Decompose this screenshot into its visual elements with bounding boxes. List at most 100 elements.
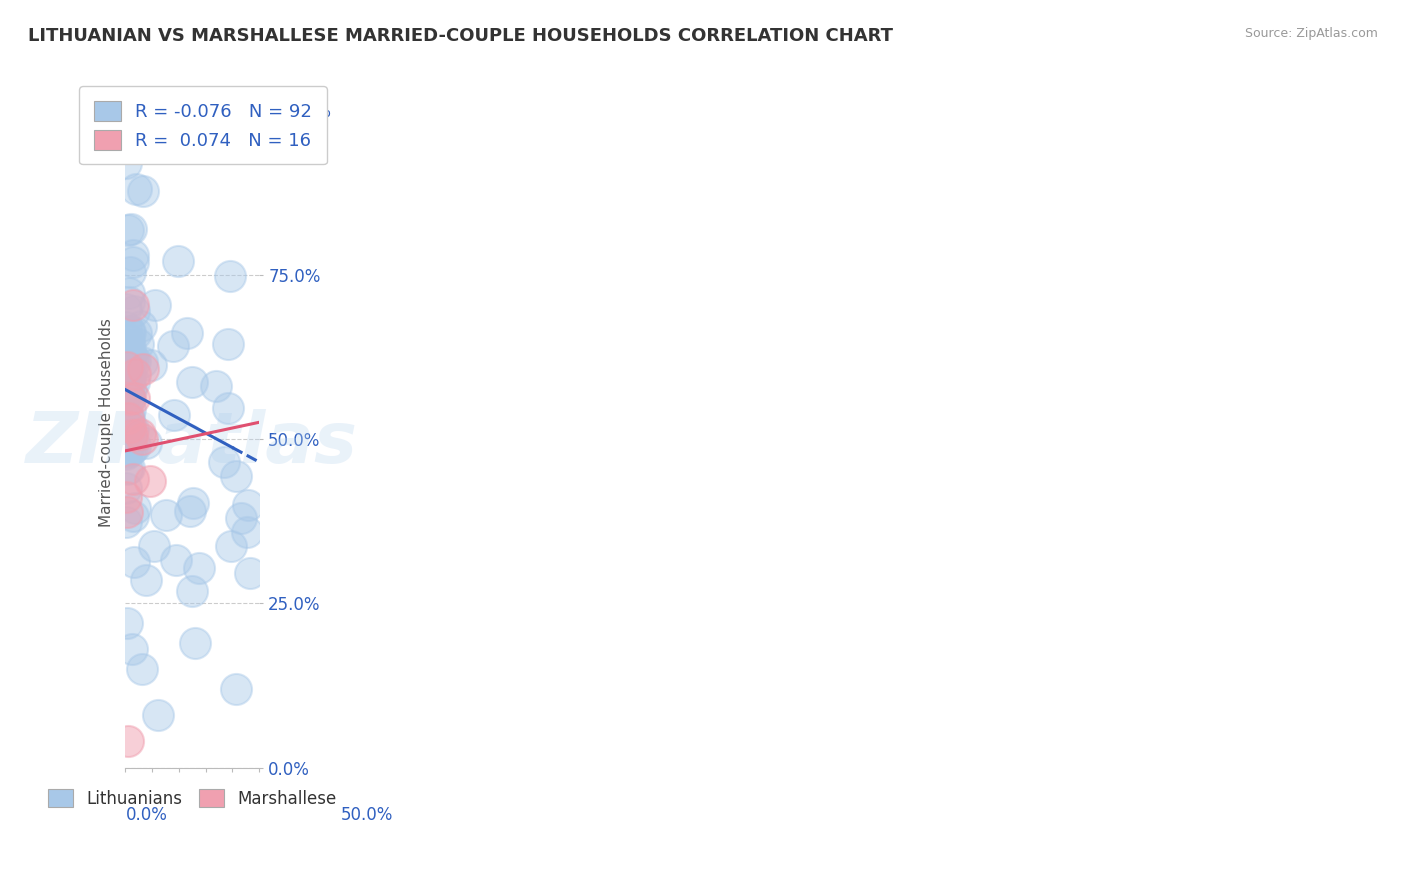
Point — [121, 642, 143, 657]
Point — [127, 336, 149, 351]
Point — [118, 333, 141, 347]
Point — [180, 375, 202, 389]
Point — [183, 636, 205, 650]
Point — [121, 442, 143, 457]
Point — [131, 355, 153, 369]
Point — [115, 616, 138, 631]
Point — [236, 524, 259, 539]
Point — [122, 391, 145, 405]
Point — [115, 436, 138, 450]
Point — [132, 184, 155, 198]
Point — [117, 286, 139, 301]
Point — [115, 337, 138, 351]
Point — [118, 426, 141, 441]
Point — [115, 156, 138, 170]
Text: 0.0%: 0.0% — [125, 805, 167, 823]
Point — [118, 443, 141, 458]
Point — [217, 337, 239, 351]
Legend: Lithuanians, Marshallese: Lithuanians, Marshallese — [41, 782, 343, 814]
Point — [117, 410, 139, 425]
Point — [122, 351, 145, 366]
Point — [120, 265, 142, 279]
Point — [217, 401, 239, 416]
Point — [187, 560, 209, 574]
Point — [118, 389, 141, 403]
Point — [139, 358, 162, 372]
Point — [165, 553, 187, 567]
Point — [118, 324, 141, 338]
Point — [118, 326, 141, 340]
Point — [239, 566, 262, 580]
Point — [122, 375, 145, 389]
Point — [117, 337, 139, 351]
Point — [120, 392, 142, 406]
Point — [118, 357, 141, 371]
Point — [124, 182, 146, 196]
Point — [131, 432, 153, 446]
Point — [124, 353, 146, 368]
Point — [205, 379, 228, 393]
Point — [181, 495, 204, 509]
Y-axis label: Married-couple Households: Married-couple Households — [100, 318, 114, 527]
Point — [122, 304, 145, 318]
Point — [219, 269, 242, 284]
Text: ZIP​atlas: ZIP​atlas — [27, 409, 359, 478]
Text: Source: ZipAtlas.com: Source: ZipAtlas.com — [1244, 27, 1378, 40]
Point — [120, 351, 142, 365]
Point — [120, 340, 142, 354]
Point — [120, 383, 142, 397]
Point — [120, 417, 142, 432]
Point — [118, 420, 141, 434]
Text: 50.0%: 50.0% — [340, 805, 392, 823]
Point — [118, 358, 141, 372]
Point — [117, 461, 139, 475]
Point — [114, 447, 136, 461]
Point — [138, 475, 160, 489]
Point — [120, 221, 142, 235]
Point — [115, 506, 138, 520]
Point — [114, 490, 136, 504]
Point — [229, 510, 252, 524]
Point — [117, 222, 139, 236]
Point — [134, 436, 156, 450]
Point — [115, 462, 138, 476]
Point — [155, 508, 177, 522]
Point — [117, 384, 139, 399]
Point — [135, 573, 157, 587]
Point — [118, 432, 141, 446]
Point — [115, 319, 138, 334]
Point — [117, 367, 139, 381]
Point — [117, 734, 139, 748]
Point — [114, 362, 136, 376]
Point — [121, 428, 143, 442]
Point — [167, 253, 190, 268]
Point — [124, 500, 146, 515]
Point — [115, 444, 138, 458]
Point — [225, 469, 247, 483]
Point — [125, 326, 148, 341]
Point — [115, 359, 138, 374]
Point — [121, 472, 143, 486]
Point — [117, 410, 139, 425]
Point — [120, 376, 142, 391]
Point — [120, 402, 142, 417]
Point — [121, 422, 143, 436]
Point — [131, 662, 153, 676]
Point — [124, 439, 146, 453]
Point — [118, 391, 141, 405]
Point — [118, 295, 141, 310]
Point — [176, 326, 198, 340]
Point — [163, 408, 186, 422]
Point — [122, 248, 145, 262]
Point — [117, 410, 139, 425]
Point — [115, 481, 138, 495]
Point — [121, 434, 143, 448]
Point — [142, 539, 165, 553]
Point — [146, 708, 169, 723]
Point — [181, 584, 204, 599]
Point — [129, 426, 152, 441]
Point — [236, 498, 259, 512]
Point — [131, 318, 153, 333]
Point — [122, 555, 145, 569]
Point — [117, 422, 139, 436]
